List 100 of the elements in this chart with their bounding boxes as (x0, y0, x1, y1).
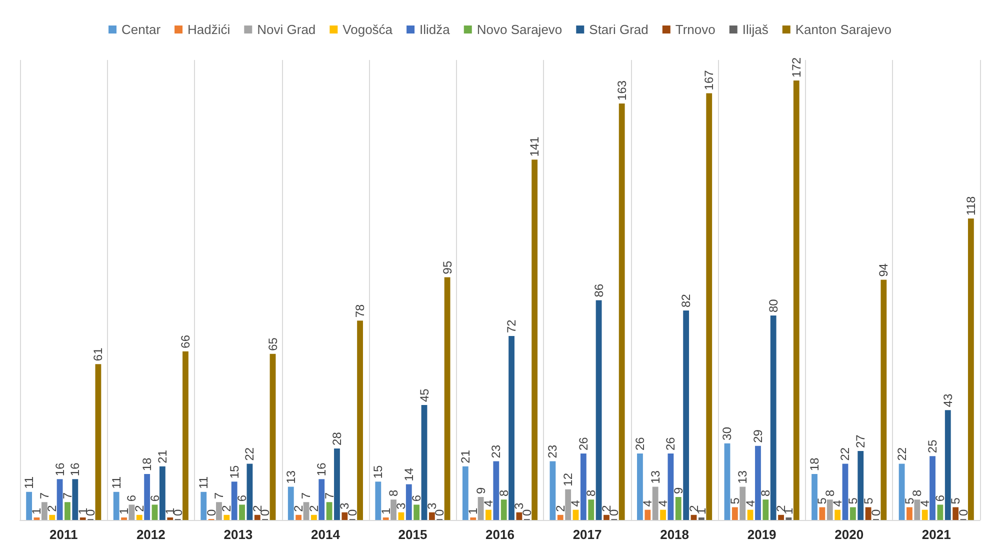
data-label: 4 (918, 500, 932, 507)
bar (428, 512, 435, 520)
x-tick-label: 2018 (660, 527, 690, 542)
bar (880, 280, 887, 520)
x-tick-label: 2017 (572, 527, 602, 542)
data-label: 3 (338, 502, 352, 510)
data-label: 45 (417, 388, 432, 402)
data-label: 11 (196, 476, 211, 489)
bar (254, 514, 260, 520)
bar (398, 512, 404, 520)
bar (944, 410, 951, 520)
bar (342, 512, 348, 520)
bar (644, 510, 651, 520)
data-label: 6 (124, 494, 139, 502)
bar (486, 510, 492, 520)
bar (406, 484, 412, 520)
bar (26, 492, 32, 520)
bar (675, 497, 682, 520)
bar (508, 336, 514, 520)
data-label: 18 (808, 457, 822, 471)
bar (557, 514, 564, 520)
data-label: 0 (520, 509, 534, 516)
bar (580, 454, 586, 520)
data-label: 94 (876, 263, 891, 277)
data-label: 12 (561, 472, 576, 486)
legend-label: Kanton Sarajevo (795, 22, 892, 37)
data-label: 86 (592, 284, 606, 298)
data-label: 0 (345, 509, 360, 516)
legend-label: Trnovo (675, 22, 716, 37)
bar (239, 504, 245, 520)
data-label: 9 (474, 487, 488, 494)
data-label: 14 (402, 468, 416, 482)
bar (326, 502, 332, 520)
bar (770, 316, 776, 520)
bar (819, 507, 826, 520)
bar (310, 514, 317, 520)
bar (34, 517, 40, 520)
data-label: 26 (664, 436, 678, 451)
data-label: 141 (528, 136, 542, 157)
data-label: 6 (933, 494, 948, 502)
data-label: 80 (766, 298, 780, 313)
data-label: 7 (299, 492, 314, 500)
data-label: 9 (671, 487, 686, 494)
data-label: 16 (52, 462, 67, 476)
x-tick-label: 2015 (398, 527, 428, 542)
data-label: 21 (155, 450, 170, 464)
bar (493, 461, 500, 520)
data-label: 4 (830, 500, 845, 507)
bar (462, 466, 468, 520)
bar (136, 514, 142, 520)
data-label: 2 (132, 504, 146, 512)
data-label: 1 (117, 507, 132, 514)
bar (952, 507, 959, 520)
legend-label: Centar (122, 22, 162, 37)
bar (231, 482, 238, 520)
data-label: 2 (553, 504, 568, 512)
data-label: 118 (964, 196, 978, 216)
bar (914, 500, 920, 520)
data-label: 3 (394, 502, 408, 510)
bar (303, 502, 310, 520)
data-label: 22 (242, 447, 257, 461)
data-label: 7 (60, 492, 74, 500)
data-label: 65 (266, 337, 280, 351)
bar (865, 507, 872, 520)
bar (898, 464, 905, 520)
data-label: 28 (330, 432, 344, 446)
data-label: 95 (440, 260, 454, 274)
bar (922, 510, 928, 520)
bar (95, 364, 102, 520)
data-label: 8 (822, 490, 837, 497)
data-label: 43 (940, 393, 955, 408)
data-label: 29 (750, 429, 765, 443)
bar (532, 160, 538, 520)
data-label: 11 (109, 476, 124, 489)
data-label: 5 (861, 497, 876, 504)
bar (652, 486, 658, 520)
bar (572, 510, 579, 520)
data-label: 22 (838, 447, 852, 461)
x-tick-label: 2013 (224, 527, 253, 542)
bar (778, 514, 784, 520)
data-label: 21 (458, 450, 472, 464)
bar (121, 517, 127, 520)
data-label: 1 (378, 507, 393, 514)
bar (858, 451, 864, 520)
data-label: 23 (489, 444, 504, 458)
legend-label: Hadžići (188, 22, 230, 37)
data-label: 13 (284, 470, 298, 484)
bar (246, 464, 253, 520)
data-label: 5 (902, 497, 916, 504)
data-label: 1 (30, 507, 44, 514)
bar (604, 514, 610, 520)
bar (375, 482, 382, 520)
bar (216, 502, 222, 520)
bar (56, 479, 63, 520)
data-label: 61 (91, 347, 106, 362)
bar (732, 507, 738, 520)
data-label: 8 (758, 490, 773, 497)
data-label: 5 (728, 497, 742, 504)
data-label: 78 (353, 304, 368, 318)
bar (786, 517, 792, 520)
